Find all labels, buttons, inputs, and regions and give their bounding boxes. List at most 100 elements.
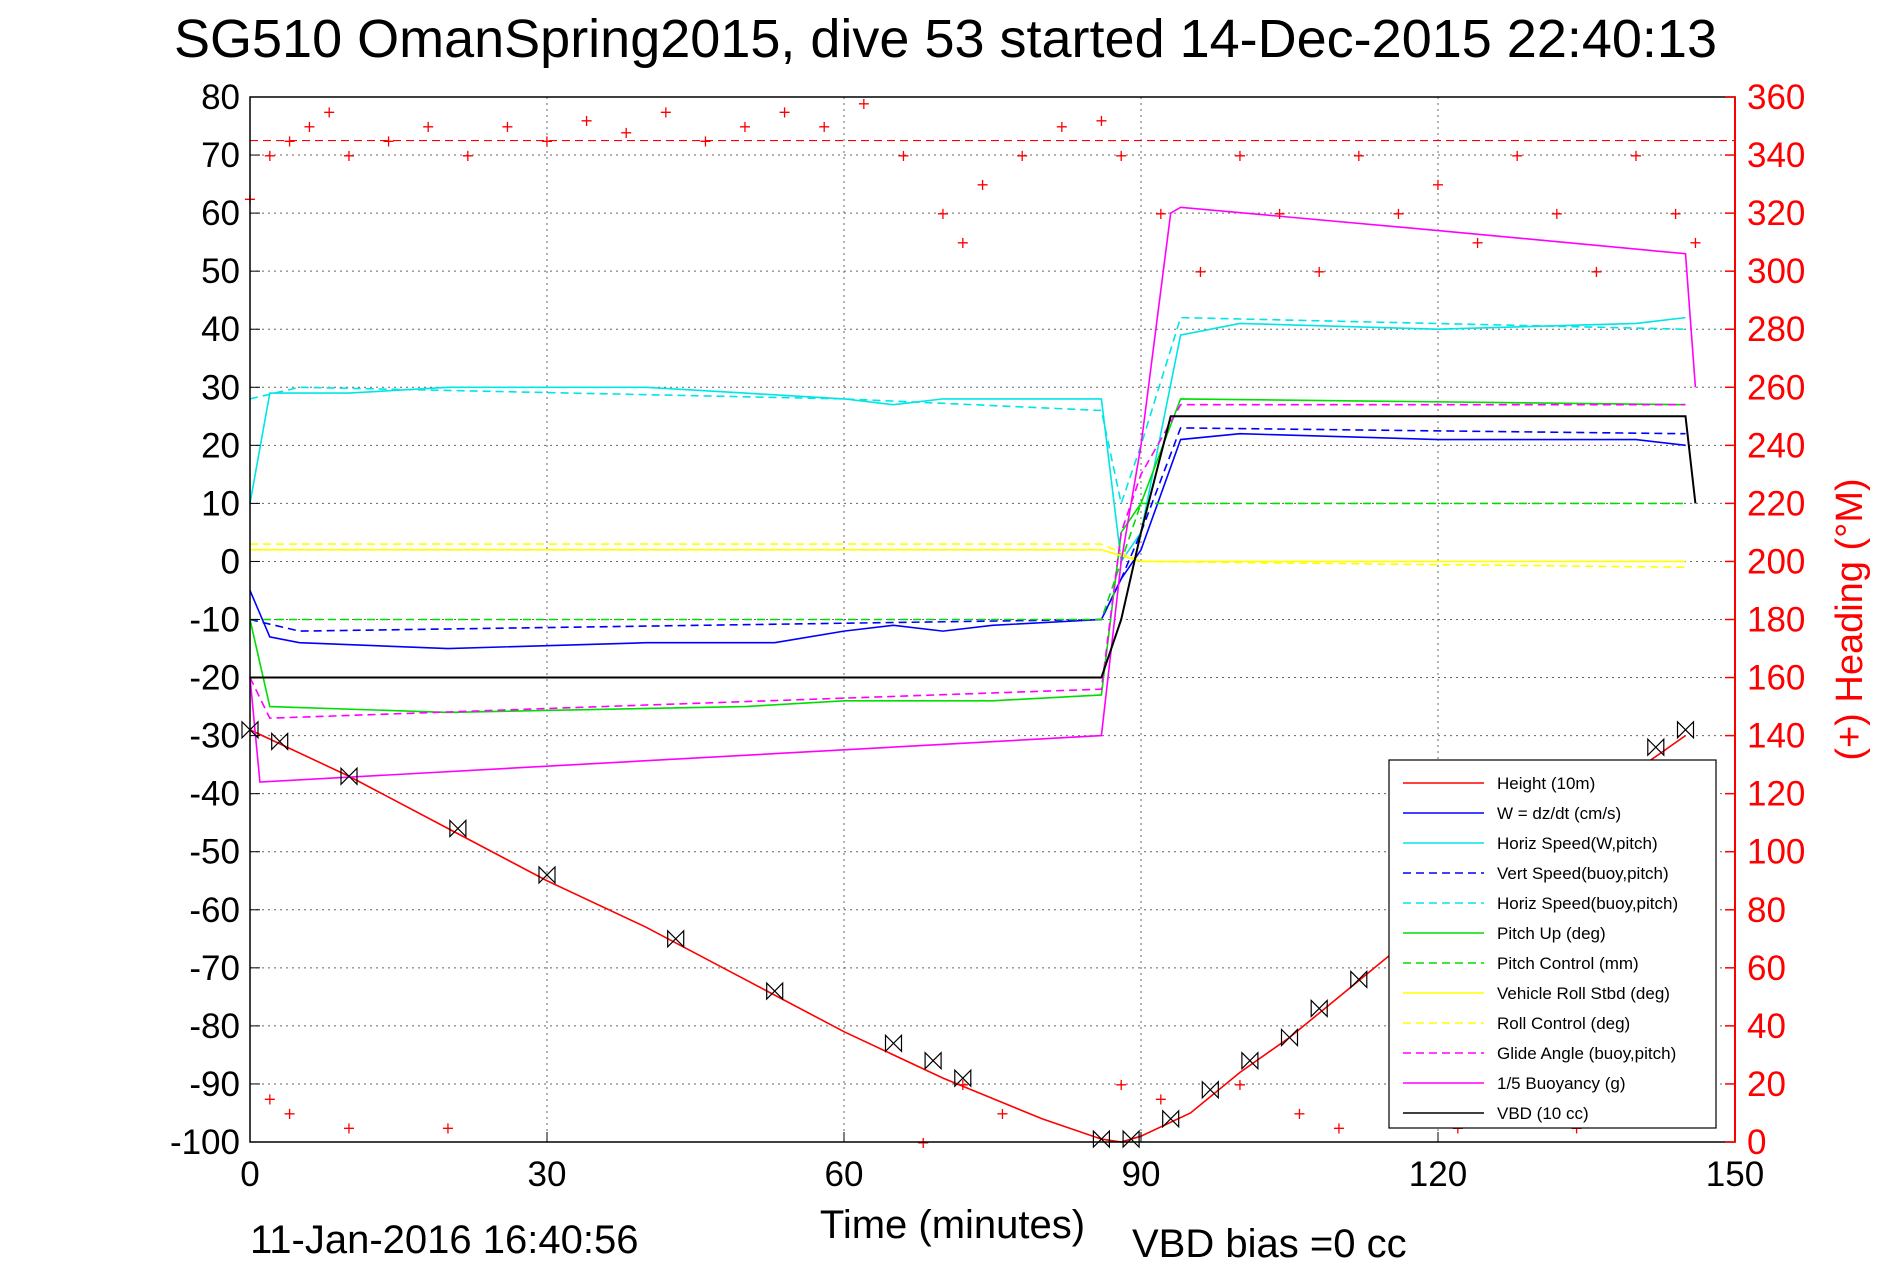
y-tick-label: 60 — [201, 194, 240, 233]
series-layer — [249, 206, 1697, 1143]
legend-label: Height (10m) — [1497, 774, 1595, 793]
dive-marker — [1092, 1129, 1111, 1149]
footer-vbd-bias: VBD bias =0 cc — [1132, 1222, 1407, 1266]
heading-point: + — [659, 103, 672, 122]
y-right-tick-label: 300 — [1747, 252, 1805, 291]
dive-marker — [1647, 737, 1665, 757]
dive-marker — [884, 1033, 903, 1053]
heading-point: + — [1233, 146, 1246, 165]
legend-label: Horiz Speed(buoy,pitch) — [1497, 894, 1678, 913]
y-right-tick-label: 40 — [1747, 1007, 1786, 1046]
heading-point: + — [540, 132, 553, 151]
heading-point: + — [699, 132, 712, 151]
heading-point: + — [461, 146, 474, 165]
dive-marker — [1310, 999, 1328, 1018]
legend-box — [1388, 759, 1717, 1129]
heading-point: + — [1194, 262, 1207, 281]
legend: Height (10m) W = dz/dt (cm/s) Horiz Speed(… — [1388, 759, 1717, 1129]
y-tick-label: -80 — [189, 1007, 240, 1046]
heading-point: + — [897, 146, 910, 165]
series-line — [249, 398, 1686, 714]
heading-point: + — [1392, 204, 1405, 223]
heading-point: + — [1629, 146, 1642, 165]
y-right-tick-label: 240 — [1747, 426, 1805, 465]
y-tick-label: 70 — [201, 136, 240, 175]
y-tick-label: 0 — [221, 542, 240, 581]
heading-point: + — [1332, 1118, 1345, 1137]
heading-point: + — [1431, 175, 1444, 194]
heading-point: + — [1590, 262, 1603, 281]
heading-point: + — [263, 146, 276, 165]
x-tick-label: 150 — [1706, 1155, 1764, 1194]
x-tick-label: 120 — [1409, 1155, 1467, 1194]
x-axis-label: Time (minutes) — [820, 1203, 1085, 1247]
heading-point: + — [1669, 204, 1682, 223]
heading-point: + — [1312, 262, 1325, 281]
y-tick-label: -70 — [189, 949, 240, 988]
heading-point: + — [1095, 111, 1108, 130]
y-tick-label: -90 — [189, 1065, 240, 1104]
heading-point: + — [421, 117, 434, 136]
heading-point: + — [1550, 204, 1563, 223]
y-right-tick-label: 320 — [1747, 194, 1805, 233]
dive-marker — [954, 1068, 972, 1088]
heading-point: + — [817, 117, 830, 136]
y-right-tick-label: 260 — [1747, 368, 1805, 407]
y-tick-label: -50 — [189, 833, 240, 872]
dive-marker — [1201, 1080, 1219, 1100]
heading-point: + — [263, 1089, 276, 1108]
series-line — [250, 549, 1686, 563]
x-tick-label: 0 — [240, 1155, 259, 1194]
heading-point: + — [1273, 204, 1286, 223]
legend-label: 1/5 Buoyancy (g) — [1497, 1074, 1626, 1093]
series-line — [250, 543, 1686, 569]
heading-point: + — [1154, 1089, 1167, 1108]
series-line — [249, 427, 1686, 632]
heading-point: + — [580, 111, 593, 130]
dive-marker — [1350, 969, 1368, 989]
chart-title: SG510 OmanSpring2015, dive 53 started 14… — [173, 9, 1717, 69]
heading-point: + — [956, 1075, 969, 1094]
heading-point: + — [738, 117, 751, 136]
legend-label: VBD (10 cc) — [1497, 1104, 1589, 1123]
series-line — [249, 432, 1686, 650]
y-right-axis-label: (+) Heading (°M) — [1829, 478, 1871, 760]
y-tick-label: 10 — [201, 484, 240, 523]
dive-marker — [340, 766, 358, 786]
y-tick-label: 20 — [201, 426, 240, 465]
y-right-tick-label: 220 — [1747, 484, 1805, 523]
y-right-tick-label: 160 — [1747, 659, 1805, 698]
y-right-tick-label: 120 — [1747, 775, 1805, 814]
heading-point: + — [441, 1118, 454, 1137]
heading-point: + — [936, 204, 949, 223]
heading-point: + — [996, 1104, 1009, 1123]
legend-label: Roll Control (deg) — [1497, 1014, 1630, 1033]
y-tick-label: -10 — [189, 601, 240, 640]
y-right-tick-label: 0 — [1747, 1123, 1766, 1162]
y-right-tick-label: 100 — [1747, 833, 1805, 872]
legend-label: Glide Angle (buoy,pitch) — [1497, 1044, 1676, 1063]
legend-label: W = dz/dt (cm/s) — [1497, 804, 1621, 823]
heading-point: + — [382, 132, 395, 151]
heading-point: + — [1471, 233, 1484, 252]
series-line — [249, 316, 1686, 507]
y-tick-label: -100 — [170, 1123, 240, 1162]
axes: 0 30 60 90 120 15080706050403020100-10-20-30-… — [170, 78, 1871, 1247]
heading-point: + — [1233, 1075, 1246, 1094]
y-tick-label: 50 — [201, 252, 240, 291]
series-line — [249, 206, 1697, 783]
y-right-tick-label: 280 — [1747, 310, 1805, 349]
y-right-tick-label: 360 — [1747, 78, 1805, 117]
series-line — [249, 403, 1686, 720]
y-tick-label: 30 — [201, 368, 240, 407]
heading-point: + — [857, 94, 870, 113]
x-tick-label: 90 — [1122, 1155, 1161, 1194]
heading-point: + — [501, 117, 514, 136]
dive-marker — [1280, 1028, 1299, 1047]
heading-point: + — [342, 1118, 355, 1137]
x-tick-label: 30 — [528, 1155, 567, 1194]
series-line — [250, 415, 1697, 679]
y-tick-label: -40 — [189, 775, 240, 814]
dive-marker — [241, 720, 259, 740]
